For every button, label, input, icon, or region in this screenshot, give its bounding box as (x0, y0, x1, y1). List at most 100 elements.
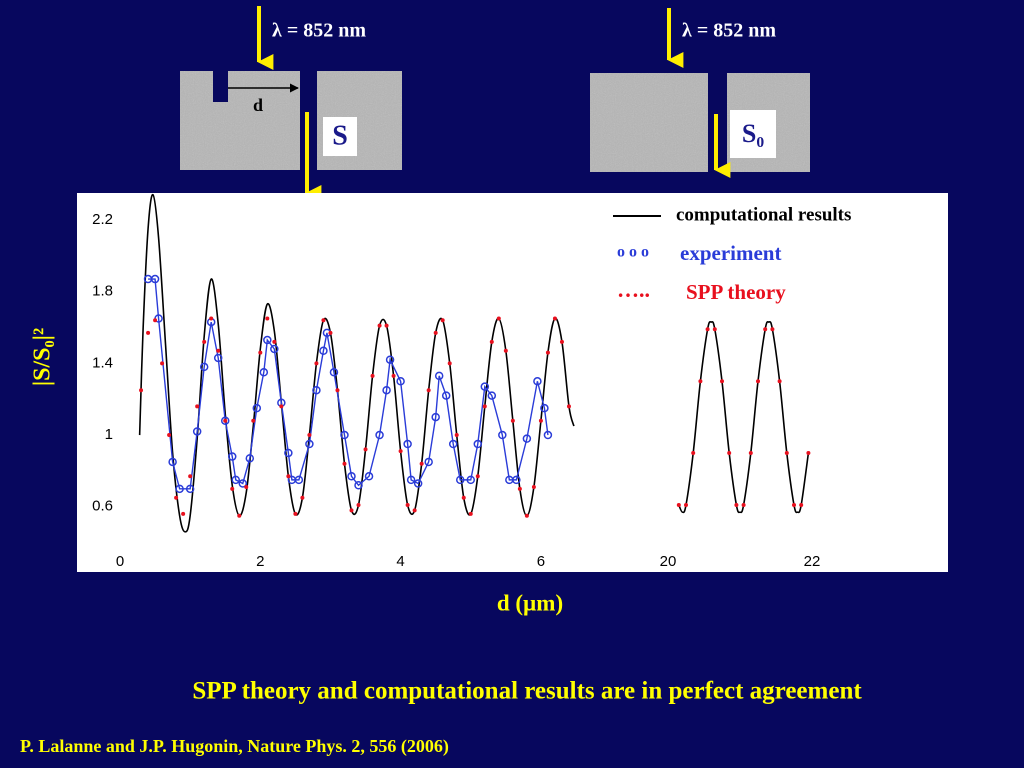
data-point (698, 379, 703, 384)
data-point (784, 450, 789, 455)
data-point (533, 377, 542, 386)
signal-label: S₀ (742, 119, 764, 148)
data-point (294, 475, 304, 485)
metal-texture (590, 73, 708, 172)
data-point (231, 475, 240, 485)
data-point (676, 502, 681, 507)
x-tick-label: 20 (660, 553, 677, 570)
data-point (192, 427, 202, 436)
plot: 0 2 4 6 0.6 1 1.4 1.8 2.2 d (µm) |S/S₀|² computatio… (30, 193, 851, 615)
data-point (512, 475, 521, 485)
data-point (195, 404, 200, 409)
data-point (412, 508, 417, 513)
data-point (293, 511, 298, 516)
data-point (354, 480, 363, 490)
data-point (272, 339, 277, 344)
data-point (552, 316, 557, 321)
data-point (433, 330, 438, 335)
x-axis-label: d (µm) (497, 590, 563, 615)
data-point (335, 388, 340, 393)
data-point (245, 454, 255, 463)
wavelength-label: λ = 852 nm (682, 20, 776, 42)
data-point (300, 495, 305, 500)
data-point (487, 391, 497, 400)
data-point (727, 450, 732, 455)
data-point (252, 403, 262, 413)
slit-diagram-right: λ = 852 nm S₀ (590, 8, 810, 178)
data-point (424, 457, 433, 467)
data-point (770, 327, 775, 332)
x-tick-label: 4 (396, 553, 404, 570)
data-point (168, 457, 177, 467)
data-point (461, 495, 466, 500)
data-point (340, 430, 349, 440)
data-point (364, 472, 374, 481)
data-point (496, 316, 501, 321)
data-point (413, 479, 423, 488)
data-point (405, 502, 410, 507)
data-point (199, 362, 209, 372)
data-point (251, 418, 256, 423)
data-point (377, 323, 382, 328)
data-point (347, 472, 356, 481)
y-tick-label: 1.8 (92, 283, 113, 300)
data-point (139, 388, 144, 393)
caption: SPP theory and computational results are… (192, 678, 862, 705)
data-point (385, 355, 395, 364)
x-tick-label: 22 (804, 553, 821, 570)
data-point (329, 368, 339, 377)
data-point (480, 382, 490, 391)
data-point (712, 327, 717, 332)
data-point (265, 316, 270, 321)
data-point (734, 502, 739, 507)
y-tick-label: 2.2 (92, 211, 113, 228)
data-point (431, 412, 440, 422)
data-point (237, 513, 242, 518)
data-point (510, 418, 515, 423)
data-point (454, 433, 459, 438)
data-point (150, 274, 160, 284)
data-point (777, 379, 782, 384)
data-point (213, 353, 223, 363)
data-point (448, 439, 458, 449)
data-point (466, 475, 476, 485)
data-point (426, 388, 431, 393)
data-point (419, 461, 424, 466)
x-tick-label: 0 (116, 553, 124, 570)
data-point (748, 450, 753, 455)
data-point (375, 430, 384, 440)
data-point (524, 513, 529, 518)
data-point (223, 418, 228, 423)
legend-symbol: o o o (617, 244, 649, 261)
y-tick-label: 0.6 (92, 498, 113, 515)
data-point (382, 385, 391, 395)
data-point (540, 403, 549, 413)
x-tick-label: 2 (256, 553, 264, 570)
data-point (531, 485, 536, 490)
data-point (799, 502, 804, 507)
distance-label: d (253, 95, 263, 115)
metal-texture (180, 71, 300, 170)
data-point (543, 430, 553, 440)
data-point (559, 339, 564, 344)
wavelength-label: λ = 852 nm (272, 20, 366, 42)
data-point (286, 474, 291, 479)
data-point (209, 316, 214, 321)
data-point (498, 430, 507, 440)
data-point (489, 339, 494, 344)
data-point (684, 502, 688, 507)
data-point (349, 508, 354, 513)
data-point (522, 434, 532, 443)
label-box (730, 110, 776, 158)
data-point (238, 479, 248, 488)
plot-area (77, 193, 948, 572)
data-point (545, 350, 550, 355)
data-point (312, 385, 321, 395)
data-point (441, 391, 451, 400)
data-point (538, 418, 543, 423)
data-point (468, 511, 473, 516)
data-point (279, 404, 284, 409)
data-point (175, 484, 184, 494)
data-point (216, 348, 221, 353)
data-point (756, 379, 760, 384)
